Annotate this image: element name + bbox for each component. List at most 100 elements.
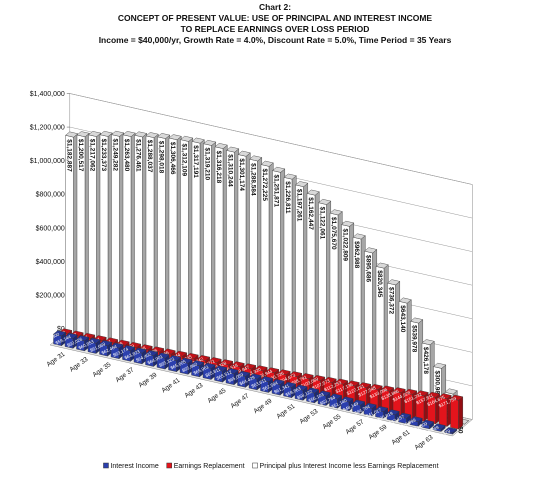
value-label: $1,316,218 (215, 151, 222, 184)
value-label: $26,999 (400, 417, 417, 429)
chart-subtitle: CONCEPT OF PRESENT VALUE: USE OF PRINCIP… (118, 13, 433, 23)
value-label: $1,272,225 (261, 168, 268, 201)
bar (179, 357, 193, 375)
bar-top (404, 388, 418, 395)
x-tick-label: Age 47 (229, 392, 250, 410)
x-tick-label: Age 43 (183, 382, 204, 400)
bar-top (283, 173, 297, 180)
value-label: $1,276,461 (134, 139, 141, 172)
value-label: $736,372 (387, 287, 394, 314)
bar-top (433, 362, 447, 369)
y-tick-label: $1,200,000 (30, 125, 65, 132)
bar (122, 345, 136, 362)
bar (237, 150, 251, 376)
bar-top (191, 137, 205, 144)
x-tick-label: Age 41 (160, 377, 181, 395)
bar-top (88, 131, 102, 137)
bar (157, 133, 171, 357)
bar (145, 132, 159, 355)
bar-front (450, 398, 459, 430)
value-label: $56,103 (308, 392, 325, 404)
bar (226, 146, 240, 373)
value-label: $65,605 (170, 359, 187, 371)
bar-top (317, 390, 331, 397)
bar-top (220, 359, 234, 366)
bar (191, 137, 205, 365)
bar-top (300, 373, 314, 379)
x-tick-label: Age 49 (252, 397, 273, 415)
value-label: $59,863 (285, 386, 302, 398)
bar-top (444, 388, 458, 395)
bar-top (162, 348, 176, 355)
bar-top (87, 337, 101, 344)
bar (53, 330, 67, 347)
bar-top (180, 135, 194, 142)
x-tick-label: Age 45 (206, 387, 227, 405)
bar-top (358, 382, 372, 389)
value-label: $61,341 (273, 383, 290, 395)
value-label: $76,518 (222, 362, 239, 374)
bar-top (438, 393, 452, 400)
value-label: $1,251,871 (272, 174, 279, 207)
bar-top (260, 160, 274, 167)
bar (191, 360, 205, 378)
y-tick-label: $1,000,000 (30, 158, 65, 165)
bar-top (410, 317, 424, 324)
x-tick-label: Age 61 (390, 429, 411, 447)
value-label: $1,288,037 (146, 140, 153, 173)
bar-top (225, 368, 239, 374)
bar (329, 209, 343, 396)
value-label: $98,791 (291, 374, 308, 386)
value-label: $1,301,174 (238, 158, 245, 191)
legend-label: Interest Income (110, 463, 158, 470)
bar (386, 409, 400, 422)
bar-top (329, 209, 343, 216)
value-label: $426,178 (422, 347, 429, 374)
bar-top (352, 399, 366, 406)
bar (248, 373, 262, 391)
bar-top (249, 155, 263, 162)
bar-top (272, 166, 286, 173)
value-label: $94,673 (279, 372, 296, 384)
bar (444, 427, 458, 435)
bar-top (352, 233, 366, 240)
grid-line (69, 93, 473, 185)
legend-swatch (103, 462, 109, 469)
bar (87, 337, 101, 354)
bar (340, 396, 354, 412)
value-label: $64,402 (135, 351, 152, 363)
value-label: $1,310,244 (226, 154, 233, 187)
bar (363, 402, 377, 417)
legend-swatch (166, 462, 172, 469)
value-label: $58,300 (43, 331, 60, 343)
bar-top (237, 150, 251, 157)
bar-top (375, 262, 389, 269)
value-label: $63,611 (251, 377, 268, 388)
bar-top (381, 385, 395, 392)
value-label: $1,162,447 (307, 197, 314, 230)
value-label: $65,860 (181, 361, 198, 373)
value-label: $1,249,282 (111, 138, 118, 171)
bar (214, 365, 228, 383)
bar-top (248, 373, 262, 380)
bar-top (185, 352, 199, 359)
y-tick-label: $1,400,000 (30, 91, 65, 98)
bar (364, 247, 378, 404)
bar (156, 352, 170, 370)
bar-top (363, 402, 377, 409)
bar (76, 335, 90, 352)
value-label: $65,811 (205, 367, 222, 378)
bar-top (134, 131, 148, 138)
bar-top (421, 419, 435, 426)
y-tick-label: $0 (57, 326, 65, 333)
bar-top (341, 220, 355, 227)
bar-top (392, 387, 406, 394)
bar-top (110, 342, 124, 349)
bar-top (64, 332, 78, 339)
bar (271, 379, 285, 396)
bar-top (168, 355, 182, 361)
value-label: $1,319,210 (203, 148, 210, 181)
value-label: $1,226,811 (284, 181, 291, 214)
value-label: $1,200,517 (77, 139, 84, 172)
bar-top (243, 363, 257, 370)
